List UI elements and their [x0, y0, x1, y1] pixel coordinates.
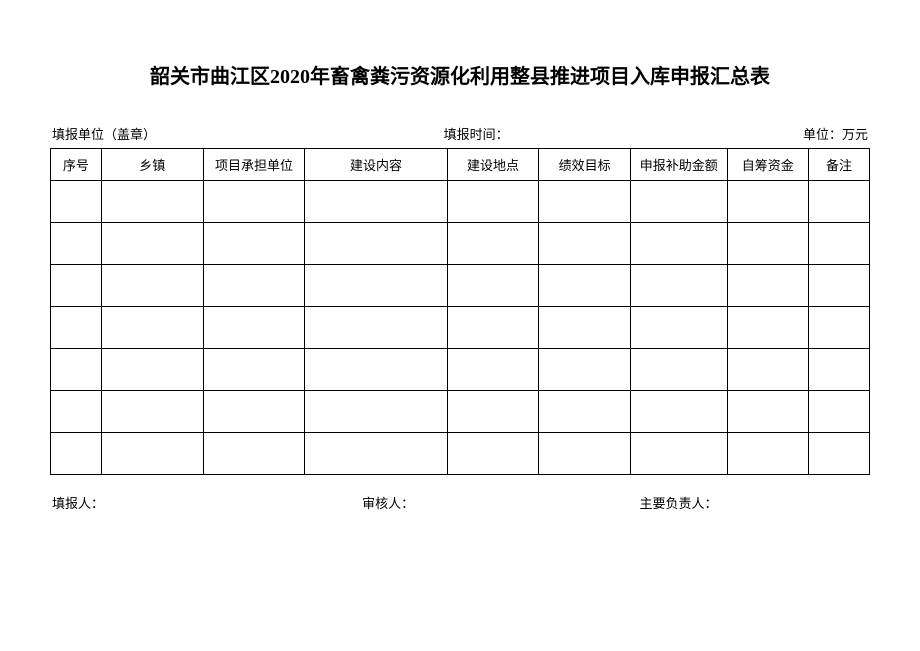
- table-row: [51, 433, 870, 475]
- table-cell: [539, 433, 631, 475]
- table-cell: [727, 181, 808, 223]
- table-cell: [203, 265, 305, 307]
- table-cell: [808, 223, 869, 265]
- table-cell: [808, 433, 869, 475]
- table-cell: [203, 391, 305, 433]
- table-cell: [539, 391, 631, 433]
- footer-leader-label: 主要负责人：: [640, 493, 868, 512]
- table-cell: [101, 391, 203, 433]
- table-cell: [51, 391, 102, 433]
- table-cell: [447, 307, 539, 349]
- table-row: [51, 307, 870, 349]
- table-header-row: 序号乡镇项目承担单位建设内容建设地点绩效目标申报补助金额自筹资金备注: [51, 149, 870, 181]
- table-cell: [101, 181, 203, 223]
- table-cell: [101, 223, 203, 265]
- table-cell: [51, 433, 102, 475]
- table-cell: [305, 223, 447, 265]
- table-cell: [305, 349, 447, 391]
- table-row: [51, 391, 870, 433]
- table-cell: [808, 307, 869, 349]
- table-cell: [808, 265, 869, 307]
- table-cell: [305, 265, 447, 307]
- table-cell: [630, 349, 727, 391]
- footer-reporter-label: 填报人：: [52, 493, 362, 512]
- table-cell: [539, 349, 631, 391]
- table-cell: [539, 223, 631, 265]
- footer-reviewer-label: 审核人：: [362, 493, 639, 512]
- table-cell: [51, 349, 102, 391]
- table-cell: [51, 181, 102, 223]
- table-header-cell: 序号: [51, 149, 102, 181]
- table-cell: [727, 223, 808, 265]
- table-cell: [447, 391, 539, 433]
- table-cell: [447, 181, 539, 223]
- table-cell: [203, 349, 305, 391]
- meta-org-label: 填报单位（盖章）: [52, 124, 444, 143]
- page-title: 韶关市曲江区2020年畜禽粪污资源化利用整县推进项目入库申报汇总表: [50, 60, 870, 89]
- table-cell: [447, 349, 539, 391]
- meta-row: 填报单位（盖章） 填报时间： 单位：万元: [50, 124, 870, 143]
- table-cell: [305, 433, 447, 475]
- table-cell: [539, 181, 631, 223]
- table-cell: [727, 433, 808, 475]
- table-cell: [51, 265, 102, 307]
- table-cell: [808, 391, 869, 433]
- table-cell: [630, 223, 727, 265]
- table-header-cell: 绩效目标: [539, 149, 631, 181]
- table-row: [51, 223, 870, 265]
- table-cell: [203, 181, 305, 223]
- table-cell: [630, 391, 727, 433]
- table-cell: [101, 307, 203, 349]
- table-row: [51, 181, 870, 223]
- summary-table: 序号乡镇项目承担单位建设内容建设地点绩效目标申报补助金额自筹资金备注: [50, 148, 870, 475]
- table-cell: [727, 265, 808, 307]
- table-cell: [305, 181, 447, 223]
- table-cell: [808, 349, 869, 391]
- table-cell: [808, 181, 869, 223]
- table-cell: [203, 223, 305, 265]
- table-header-cell: 申报补助金额: [630, 149, 727, 181]
- table-header-cell: 自筹资金: [727, 149, 808, 181]
- table-cell: [539, 265, 631, 307]
- table-cell: [727, 307, 808, 349]
- table-header-cell: 备注: [808, 149, 869, 181]
- table-cell: [101, 349, 203, 391]
- table-cell: [305, 391, 447, 433]
- table-row: [51, 265, 870, 307]
- table-cell: [203, 433, 305, 475]
- table-cell: [447, 265, 539, 307]
- table-cell: [51, 223, 102, 265]
- table-header-cell: 项目承担单位: [203, 149, 305, 181]
- table-cell: [101, 433, 203, 475]
- table-cell: [630, 181, 727, 223]
- table-cell: [630, 307, 727, 349]
- table-cell: [539, 307, 631, 349]
- footer-row: 填报人： 审核人： 主要负责人：: [50, 493, 870, 512]
- meta-unit-label: 单位：万元: [729, 124, 868, 143]
- table-cell: [727, 349, 808, 391]
- table-header-cell: 乡镇: [101, 149, 203, 181]
- table-header-cell: 建设内容: [305, 149, 447, 181]
- meta-time-label: 填报时间：: [444, 124, 730, 143]
- table-cell: [203, 307, 305, 349]
- table-cell: [447, 223, 539, 265]
- table-cell: [630, 265, 727, 307]
- table-cell: [447, 433, 539, 475]
- table-row: [51, 349, 870, 391]
- table-cell: [727, 391, 808, 433]
- table-cell: [305, 307, 447, 349]
- table-cell: [51, 307, 102, 349]
- table-header-cell: 建设地点: [447, 149, 539, 181]
- table-cell: [101, 265, 203, 307]
- table-cell: [630, 433, 727, 475]
